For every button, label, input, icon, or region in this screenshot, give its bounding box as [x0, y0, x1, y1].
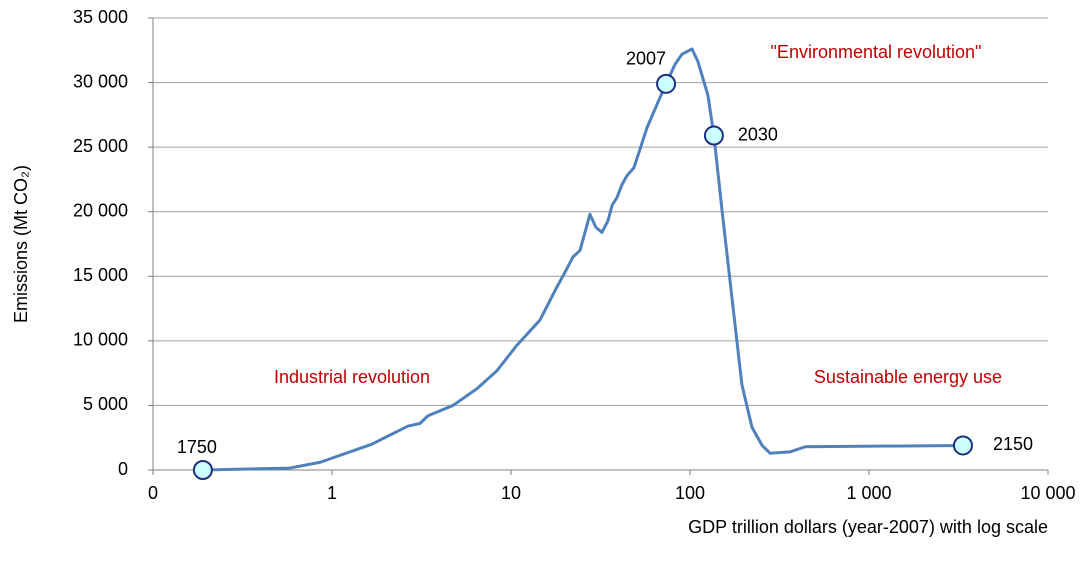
- line: [202, 47, 963, 472]
- y-tick-label: 25 000: [73, 136, 128, 156]
- annotation: "Environmental revolution": [771, 42, 982, 62]
- y-tick-label: 20 000: [73, 200, 128, 220]
- marker-label: 2150: [993, 434, 1033, 454]
- marker: [703, 125, 724, 146]
- marker-label: 2030: [738, 124, 778, 144]
- x-tick-label: 0: [148, 483, 158, 503]
- y-tick-label: 30 000: [73, 71, 128, 91]
- x-tick-label: 1: [327, 483, 337, 503]
- y-tick-label: 0: [118, 459, 128, 479]
- marker-label: 2007: [626, 49, 666, 69]
- marker: [952, 435, 973, 456]
- y-tick-label: 10 000: [73, 330, 128, 350]
- y-axis-title: Emissions (Mt CO₂): [11, 165, 31, 323]
- marker: [656, 73, 677, 94]
- x-axis-title: GDP trillion dollars (year-2007) with lo…: [688, 517, 1048, 537]
- annotation: Industrial revolution: [274, 367, 430, 387]
- x-tick-label: 1 000: [846, 483, 891, 503]
- marker: [192, 460, 213, 480]
- annotation: Sustainable energy use: [814, 367, 1002, 387]
- marker-label: 1750: [177, 437, 217, 457]
- x-tick-label: 100: [675, 483, 705, 503]
- y-tick-label: 35 000: [73, 7, 128, 27]
- x-tick-label: 10: [501, 483, 521, 503]
- y-tick-label: 15 000: [73, 265, 128, 285]
- y-tick-label: 5 000: [83, 394, 128, 414]
- x-tick-label: 10 000: [1020, 483, 1075, 503]
